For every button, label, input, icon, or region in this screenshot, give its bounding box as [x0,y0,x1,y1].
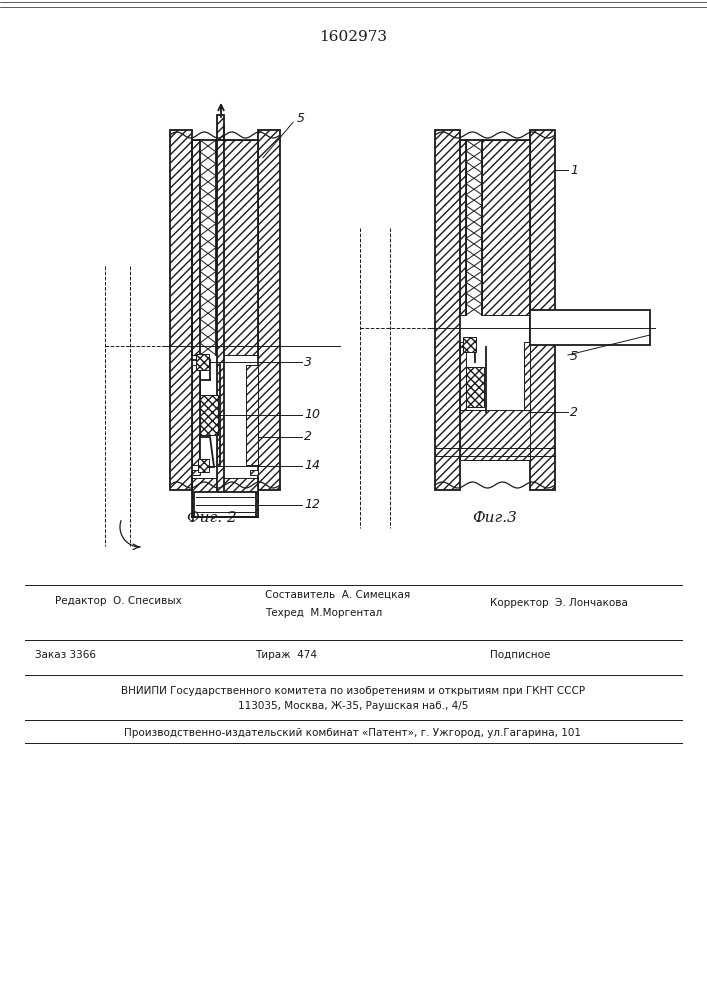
Bar [466,367,484,407]
Text: Корректор  Э. Лончакова: Корректор Э. Лончакова [490,598,628,608]
Text: 2: 2 [570,406,578,418]
Polygon shape [258,130,280,490]
Text: 5: 5 [570,351,578,363]
Polygon shape [530,310,650,345]
Bar [200,395,218,435]
Polygon shape [194,492,256,517]
Polygon shape [460,342,466,427]
Polygon shape [192,470,200,475]
Text: 1: 1 [570,163,578,176]
Text: 14: 14 [304,459,320,472]
Text: Подписное: Подписное [490,650,550,660]
Bar [463,337,476,352]
Text: 12: 12 [304,498,320,511]
Polygon shape [200,140,258,355]
Text: Фиг. 2: Фиг. 2 [187,511,237,525]
Text: ВНИИПИ Государственного комитета по изобретениям и открытиям при ГКНТ СССР: ВНИИПИ Государственного комитета по изоб… [121,686,585,696]
Polygon shape [192,140,200,355]
Polygon shape [460,140,466,315]
Polygon shape [170,130,192,490]
Text: Тираж  474: Тираж 474 [255,650,317,660]
Text: Редактор  О. Спесивых: Редактор О. Спесивых [55,596,182,606]
Polygon shape [460,410,530,460]
Text: 2: 2 [304,430,312,444]
Polygon shape [482,140,530,315]
Text: Производственно-издательский комбинат «Патент», г. Ужгород, ул.Гагарина, 101: Производственно-издательский комбинат «П… [124,728,581,738]
Text: 10: 10 [304,408,320,422]
Text: 5: 5 [297,111,305,124]
Polygon shape [250,470,258,475]
Polygon shape [530,130,555,490]
Text: Техред  М.Моргентал: Техред М.Моргентал [265,608,382,618]
Polygon shape [460,140,530,315]
Text: Фиг.3: Фиг.3 [472,511,518,525]
Text: Составитель  А. Симецкая: Составитель А. Симецкая [265,590,410,600]
Text: 113035, Москва, Ж-35, Раушская наб., 4/5: 113035, Москва, Ж-35, Раушская наб., 4/5 [238,701,468,711]
Polygon shape [217,115,224,505]
Polygon shape [216,140,258,355]
Polygon shape [192,478,258,517]
Polygon shape [435,130,460,490]
Text: Заказ 3366: Заказ 3366 [35,650,96,660]
Polygon shape [192,365,200,465]
Bar [196,354,209,370]
Bar [198,459,209,472]
Polygon shape [246,365,258,465]
Text: 1602973: 1602973 [319,30,387,44]
Polygon shape [524,342,530,427]
Text: 3: 3 [304,356,312,368]
Polygon shape [200,437,214,467]
